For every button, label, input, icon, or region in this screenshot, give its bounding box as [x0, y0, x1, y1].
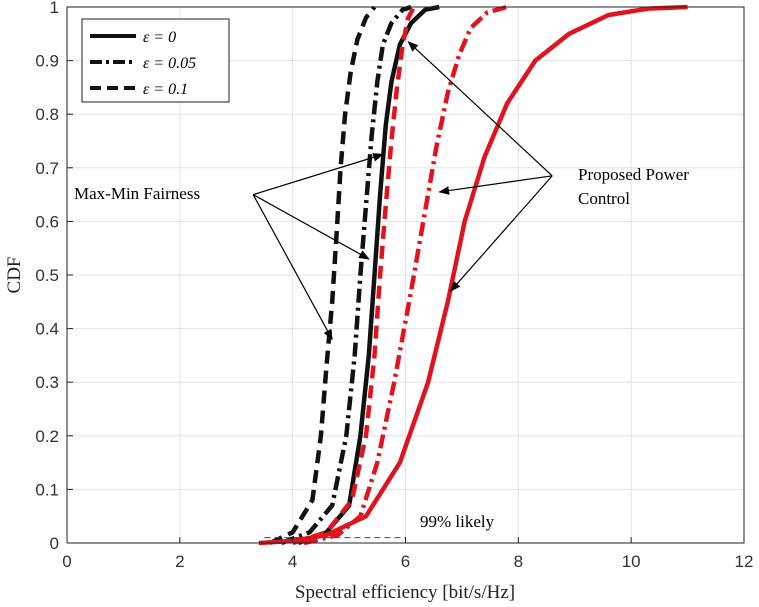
annotation-arrow-proposed: [407, 41, 553, 177]
x-axis-title: Spectral efficiency [bit/s/Hz]: [295, 582, 515, 603]
x-tick-label: 2: [175, 552, 184, 571]
annotation-arrow-max-min: [252, 194, 370, 260]
series-line-proposed-solid: [258, 4, 688, 546]
annotation-arrow-proposed: [438, 175, 553, 195]
legend: ε = 0 ε = 0.05 ε = 0.1: [81, 18, 230, 103]
series-line-proposed-dashed: [292, 5, 416, 546]
y-tick-label: 0.2: [35, 427, 59, 446]
x-tick-label: 6: [401, 552, 410, 571]
x-tick-label: 8: [514, 552, 523, 571]
annotation-arrows: [252, 41, 553, 539]
y-tick-label: 1: [50, 0, 59, 17]
y-tick-label: 0.9: [35, 52, 59, 71]
y-tick-label: 0.3: [35, 373, 59, 392]
legend-label-0: ε = 0: [143, 29, 176, 46]
axis-ticks: 0 2 4 6 8 10 12 0 0.1 0.2 0.3 0.4 0.5 0.6 0.7 0.8 0.9 1: [35, 0, 753, 571]
y-tick-label: 0.8: [35, 105, 59, 124]
x-tick-label: 12: [735, 552, 754, 571]
y-tick-label: 0.1: [35, 480, 59, 499]
series-group: [258, 4, 688, 546]
series-line-max-min-dashed: [269, 5, 377, 546]
y-tick-label: 0.5: [35, 266, 59, 285]
y-tick-label: 0.7: [35, 159, 59, 178]
x-tick-label: 10: [622, 552, 641, 571]
y-tick-label: 0.4: [35, 320, 59, 339]
series-line-max-min-dashdot: [280, 4, 412, 546]
x-tick-label: 4: [288, 552, 297, 571]
max-min-label: Max-Min Fairness: [74, 184, 200, 203]
annotation-arrow-max-min: [252, 194, 333, 341]
annotation-arrow-max-min: [252, 153, 384, 196]
x-tick-label: 0: [62, 552, 71, 571]
legend-label-2: ε = 0.1: [143, 81, 188, 98]
y-axis-title: CDF: [4, 257, 25, 294]
annotation-arrow-proposed: [449, 175, 553, 292]
y-tick-label: 0: [50, 534, 59, 553]
proposed-label-line1: Proposed Power: [578, 165, 689, 184]
proposed-label-line2: Control: [578, 189, 630, 208]
y-tick-label: 0.6: [35, 212, 59, 231]
likely-label: 99% likely: [420, 512, 495, 531]
legend-label-1: ε = 0.05: [143, 55, 196, 72]
series-line-proposed-dashdot: [303, 4, 508, 546]
